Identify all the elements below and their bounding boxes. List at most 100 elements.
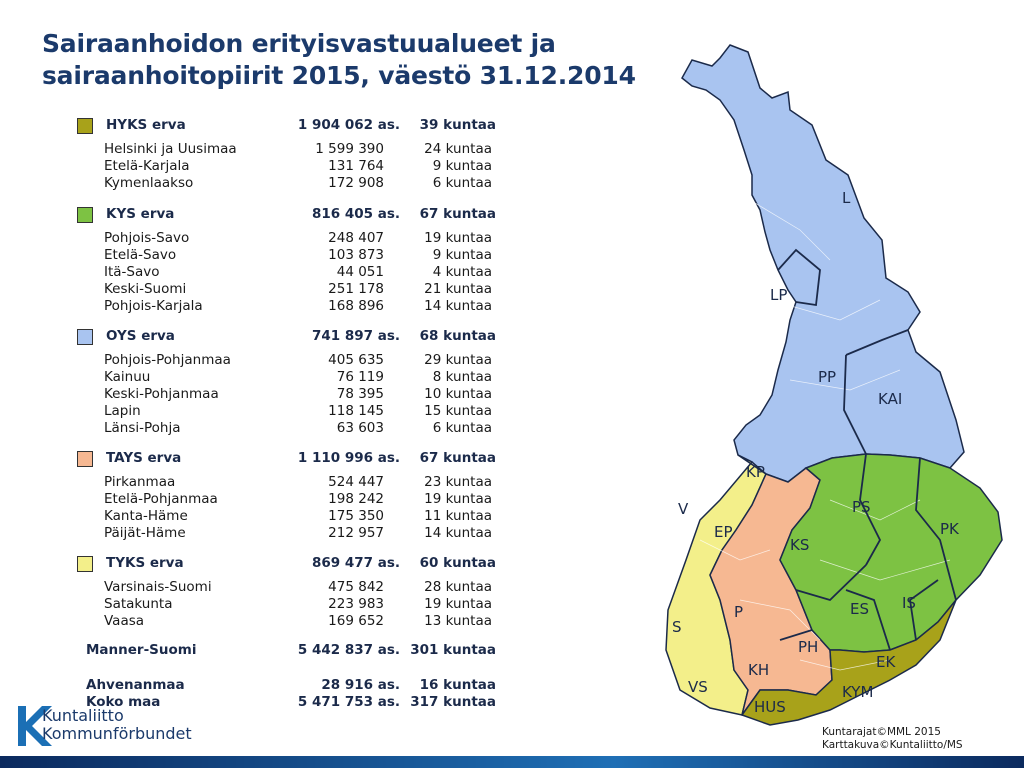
district-name: Helsinki ja Uusimaa	[104, 141, 237, 157]
district-row: Länsi-Pohja 63 603 6 kuntaa	[0, 420, 520, 437]
district-row: Päijät-Häme 212 957 14 kuntaa	[0, 525, 520, 542]
district-row: Etelä-Karjala 131 764 9 kuntaa	[0, 158, 520, 175]
map-label-lp: LP	[770, 286, 787, 304]
district-municipalities: 19 kuntaa	[424, 596, 492, 612]
kuntaliitto-logo: Kuntaliitto Kommunförbundet	[12, 702, 202, 750]
district-municipalities: 14 kuntaa	[424, 298, 492, 314]
district-municipalities: 4 kuntaa	[432, 264, 492, 280]
district-municipalities: 19 kuntaa	[424, 491, 492, 507]
map-label-s: S	[672, 618, 682, 636]
total-population: 5 442 837 as.	[297, 642, 400, 658]
district-population: 524 447	[328, 474, 384, 490]
erva-population: 869 477 as.	[311, 555, 400, 571]
erva-color-swatch	[77, 118, 93, 134]
map-label-kym: KYM	[842, 683, 873, 701]
district-name: Keski-Suomi	[104, 281, 187, 297]
erva-color-swatch	[77, 451, 93, 467]
district-name: Kanta-Häme	[104, 508, 188, 524]
erva-name: OYS erva	[106, 328, 175, 344]
credits-line-1: Kuntarajat©MML 2015	[822, 726, 941, 738]
total-municipalities: 317 kuntaa	[410, 694, 496, 710]
district-population: 1 599 390	[315, 141, 384, 157]
map-label-kp: KP	[746, 463, 765, 481]
map-label-kh: KH	[748, 661, 769, 679]
district-name: Itä-Savo	[104, 264, 160, 280]
map-label-v: V	[678, 500, 689, 518]
district-population: 248 407	[328, 230, 384, 246]
credits-line-2: Karttakuva©Kuntaliitto/MS	[822, 739, 963, 751]
district-municipalities: 9 kuntaa	[432, 247, 492, 263]
erva-color-swatch	[77, 329, 93, 345]
district-population: 198 242	[328, 491, 384, 507]
district-population: 212 957	[328, 525, 384, 541]
district-municipalities: 6 kuntaa	[432, 175, 492, 191]
district-row: Etelä-Pohjanmaa 198 242 19 kuntaa	[0, 491, 520, 508]
map-label-l: L	[842, 189, 851, 207]
total-population: 28 916 as.	[321, 677, 400, 693]
erva-color-swatch	[77, 207, 93, 223]
erva-population: 1 110 996 as.	[297, 450, 400, 466]
erva-name: HYKS erva	[106, 117, 186, 133]
district-population: 76 119	[336, 369, 384, 385]
erva-header: OYS erva 741 897 as. 68 kuntaa	[0, 328, 520, 345]
district-population: 78 395	[336, 386, 384, 402]
erva-color-swatch	[77, 556, 93, 572]
municipality-borders	[699, 199, 951, 671]
map-label-ps: PS	[852, 498, 871, 516]
erva-municipalities: 60 kuntaa	[419, 555, 496, 571]
district-municipalities: 21 kuntaa	[424, 281, 492, 297]
erva-header: TAYS erva 1 110 996 as. 67 kuntaa	[0, 450, 520, 467]
district-row: Kainuu 76 119 8 kuntaa	[0, 369, 520, 386]
district-row: Etelä-Savo 103 873 9 kuntaa	[0, 247, 520, 264]
district-name: Kainuu	[104, 369, 151, 385]
map-label-p: P	[734, 603, 743, 621]
district-population: 172 908	[328, 175, 384, 191]
map-credits: Kuntarajat©MML 2015 Karttakuva©Kuntaliit…	[822, 726, 963, 752]
district-municipalities: 8 kuntaa	[432, 369, 492, 385]
district-population: 44 051	[336, 264, 384, 280]
map-label-vs: VS	[688, 678, 708, 696]
map-label-ep: EP	[714, 523, 733, 541]
finland-erva-map: L LP PP KAI KP V EP PS PK KS P ES IS S PH EK KH VS KYM HUS	[665, 44, 1003, 726]
map-label-kai: KAI	[878, 390, 902, 408]
erva-population: 1 904 062 as.	[297, 117, 400, 133]
erva-header: HYKS erva 1 904 062 as. 39 kuntaa	[0, 117, 520, 134]
erva-population: 741 897 as.	[311, 328, 400, 344]
district-population: 131 764	[328, 158, 384, 174]
title-line-1: Sairaanhoidon erityisvastuualueet ja	[42, 29, 556, 58]
district-municipalities: 6 kuntaa	[432, 420, 492, 436]
district-name: Päijät-Häme	[104, 525, 186, 541]
total-name: Koko maa	[86, 694, 161, 710]
erva-municipalities: 67 kuntaa	[419, 450, 496, 466]
total-name: Ahvenanmaa	[86, 677, 185, 693]
district-municipalities: 11 kuntaa	[424, 508, 492, 524]
district-municipalities: 23 kuntaa	[424, 474, 492, 490]
map-label-pp: PP	[818, 368, 836, 386]
district-name: Pohjois-Savo	[104, 230, 190, 246]
district-name: Etelä-Savo	[104, 247, 177, 263]
region-oys	[681, 44, 965, 483]
district-row: Varsinais-Suomi 475 842 28 kuntaa	[0, 579, 520, 596]
district-name: Vaasa	[104, 613, 145, 629]
page-title: Sairaanhoidon erityisvastuualueet ja sai…	[42, 28, 636, 92]
logo-k-icon	[18, 706, 52, 746]
erva-name: TAYS erva	[106, 450, 182, 466]
erva-municipalities: 68 kuntaa	[419, 328, 496, 344]
map-label-hus: HUS	[754, 698, 786, 716]
district-row: Itä-Savo 44 051 4 kuntaa	[0, 264, 520, 281]
district-population: 169 652	[328, 613, 384, 629]
district-name: Etelä-Pohjanmaa	[104, 491, 218, 507]
district-population: 175 350	[328, 508, 384, 524]
district-population: 103 873	[328, 247, 384, 263]
district-population: 251 178	[328, 281, 384, 297]
district-population: 475 842	[328, 579, 384, 595]
district-row: Satakunta 223 983 19 kuntaa	[0, 596, 520, 613]
total-row: Koko maa 5 471 753 as. 317 kuntaa	[0, 694, 520, 711]
erva-municipalities: 67 kuntaa	[419, 206, 496, 222]
erva-population: 816 405 as.	[311, 206, 400, 222]
district-row: Pohjois-Karjala 168 896 14 kuntaa	[0, 298, 520, 315]
district-name: Pohjois-Karjala	[104, 298, 203, 314]
district-name: Kymenlaakso	[104, 175, 194, 191]
district-name: Etelä-Karjala	[104, 158, 190, 174]
district-row: Keski-Suomi 251 178 21 kuntaa	[0, 281, 520, 298]
